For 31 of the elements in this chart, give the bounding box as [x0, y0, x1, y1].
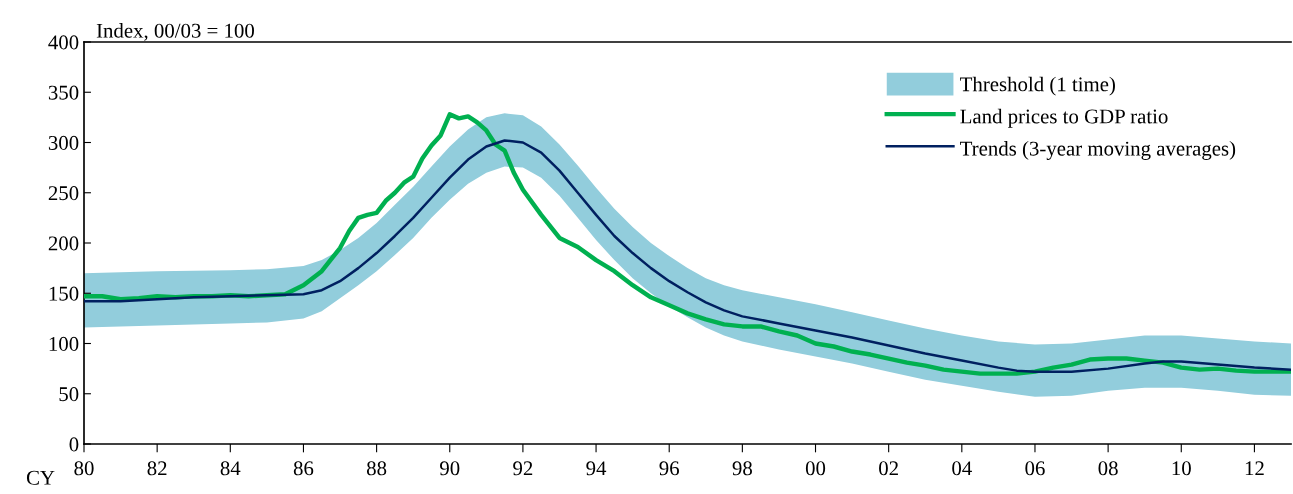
y-tick-label: 50: [59, 387, 79, 402]
x-tick-label: 92: [513, 461, 533, 476]
y-tick-label: 250: [48, 186, 79, 201]
x-tick-label: 82: [147, 461, 167, 476]
x-tick-label: 86: [293, 461, 314, 476]
x-tick-label: 96: [659, 461, 680, 476]
y-tick-label: 400: [48, 35, 79, 50]
x-tick-label: 06: [1025, 461, 1045, 476]
y-tick-label: 200: [48, 236, 79, 251]
legend-label: Threshold (1 time): [960, 76, 1115, 96]
y-tick-label: 300: [48, 135, 79, 150]
x-tick-label: 88: [366, 461, 387, 476]
x-tick-label: 94: [586, 461, 607, 476]
legend-label: Trends (3-year moving averages): [960, 140, 1236, 160]
x-tick-label: 80: [74, 461, 94, 476]
x-tick-label: 02: [879, 461, 898, 476]
y-tick-label: 100: [49, 336, 79, 351]
x-tick-label: 84: [220, 461, 241, 476]
x-tick-label: 04: [952, 461, 972, 476]
x-tick-label: 00: [805, 461, 826, 476]
y-tick-label: 0: [69, 437, 79, 452]
x-tick-label: 90: [440, 461, 460, 476]
y-tick-label: 350: [48, 85, 79, 100]
x-tick-label: 08: [1098, 461, 1118, 476]
x-tick-label: 12: [1245, 461, 1264, 476]
y-axis-title: Index, 00/03 = 100: [96, 23, 254, 41]
x-axis-title: CY: [26, 470, 55, 485]
y-tick-label: 150: [49, 286, 79, 301]
legend-label: Land prices to GDP ratio: [960, 108, 1168, 128]
x-tick-label: 10: [1172, 461, 1191, 476]
x-tick-label: 98: [732, 461, 752, 476]
